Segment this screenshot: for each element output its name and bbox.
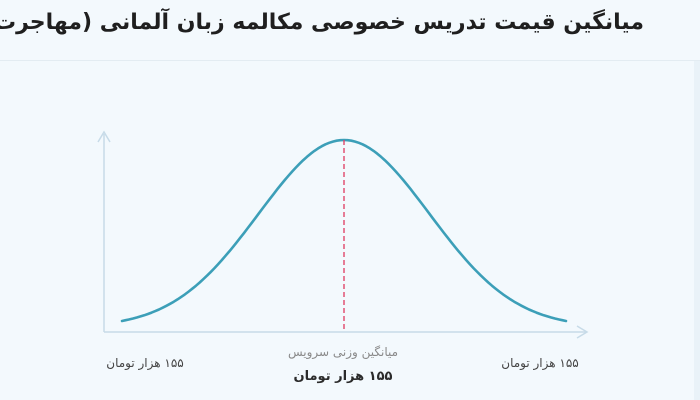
mean-caption-label: میانگین وزنی سرویس: [287, 345, 399, 359]
x-axis-arrow: [576, 325, 589, 339]
right-edge-strip: [694, 61, 700, 400]
y-axis-arrow: [97, 130, 111, 143]
title-divider: [0, 60, 700, 61]
chart-title: میانگین قیمت تدریس خصوصی مکالمه زبان آلم…: [0, 10, 644, 35]
max-price-label: ۱۵۵ هزار تومان: [501, 356, 579, 370]
mean-value-label: ۱۵۵ هزار تومان: [293, 369, 393, 384]
min-price-label: ۱۵۵ هزار تومان: [106, 356, 184, 370]
